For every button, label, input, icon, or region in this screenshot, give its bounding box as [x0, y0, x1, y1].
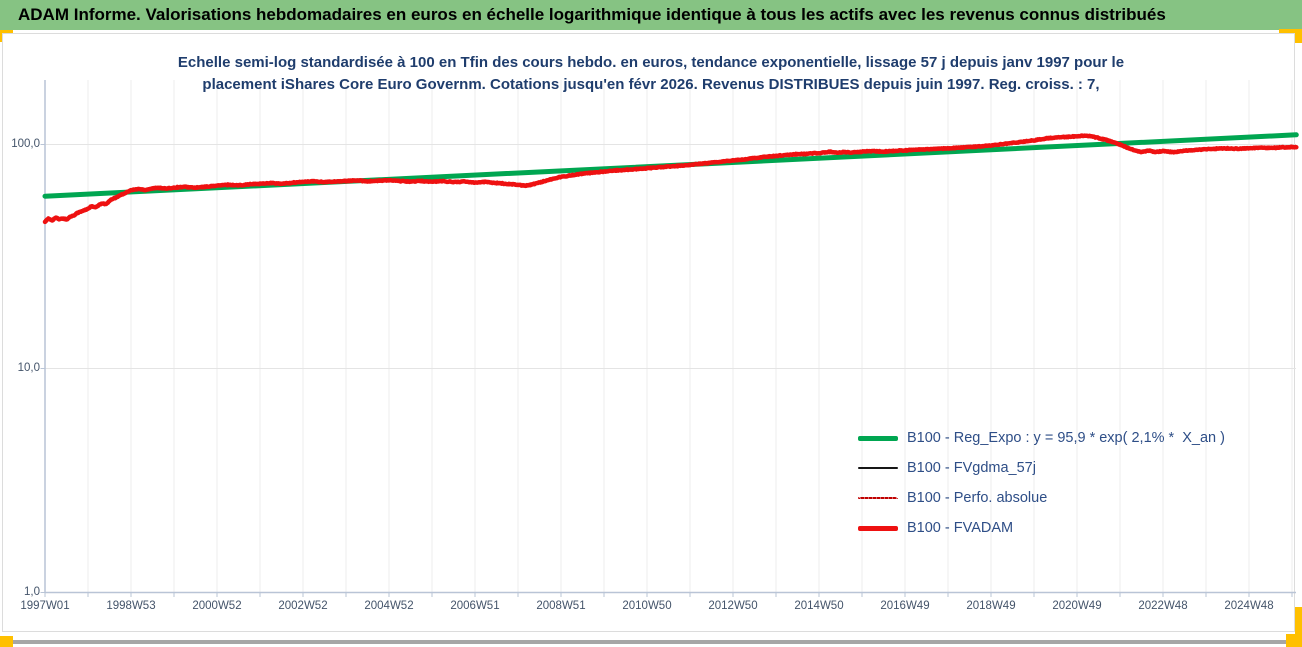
x-tick-label: 2014W50 — [794, 600, 844, 612]
x-tick-label: 2020W49 — [1052, 600, 1102, 612]
x-tick-label: 2000W52 — [192, 600, 242, 612]
y-tick-label: 100,0 — [11, 137, 40, 150]
y-tick-label: 1,0 — [24, 585, 40, 598]
x-tick-label: 1997W01 — [20, 600, 70, 612]
x-tick-label: 2022W48 — [1138, 600, 1188, 612]
x-tick-label: 2018W49 — [966, 600, 1016, 612]
report-title: ADAM Informe. Valorisations hebdomadaire… — [18, 5, 1166, 24]
legend-line-swatch — [858, 435, 898, 441]
x-tick-label: 2016W49 — [880, 600, 930, 612]
legend-line-swatch — [858, 525, 898, 531]
legend-item-label: B100 - Perfo. absolue — [907, 490, 1048, 506]
chart-title: Echelle semi-log standardisée à 100 en T… — [0, 52, 1302, 96]
chart-legend: B100 - Reg_Expo : y = 95,9 * exp( 2,1% *… — [858, 423, 1225, 543]
report-header: ADAM Informe. Valorisations hebdomadaire… — [0, 0, 1302, 30]
legend-item-label: B100 - FVADAM — [907, 520, 1014, 536]
series-fvadam-line — [42, 133, 1299, 225]
series-fvgdma57j-line — [44, 134, 1298, 222]
accent-square-bottom-left — [0, 636, 13, 647]
x-tick-label: 2024W48 — [1224, 600, 1274, 612]
x-tick-label: 2008W51 — [536, 600, 586, 612]
chart-title-line1: Echelle semi-log standardisée à 100 en T… — [177, 54, 1125, 71]
bottom-divider-bar — [0, 640, 1302, 644]
series-perfo-absolue-line — [44, 135, 1298, 221]
x-tick-label: 2002W52 — [278, 600, 328, 612]
legend-item[interactable]: B100 - Reg_Expo : y = 95,9 * exp( 2,1% *… — [858, 423, 1225, 453]
legend-item-label: B100 - Reg_Expo : y = 95,9 * exp( 2,1% *… — [907, 430, 1225, 446]
legend-item[interactable]: B100 - FVgdma_57j — [858, 453, 1225, 483]
legend-line-swatch — [858, 467, 898, 469]
legend-item[interactable]: B100 - Perfo. absolue — [858, 483, 1225, 513]
x-tick-label: 2012W50 — [708, 600, 758, 612]
axes — [40, 80, 1296, 597]
x-tick-label: 2004W52 — [364, 600, 414, 612]
legend-line-swatch — [858, 497, 898, 499]
legend-item[interactable]: B100 - FVADAM — [858, 513, 1225, 543]
chart-title-line2: placement iShares Core Euro Governm. Cot… — [202, 76, 1100, 93]
x-tick-label: 2006W51 — [450, 600, 500, 612]
accent-strip-bottom-right — [1295, 607, 1302, 647]
accent-square-bottom-right — [1286, 634, 1302, 647]
x-tick-label: 2010W50 — [622, 600, 672, 612]
legend-item-label: B100 - FVgdma_57j — [907, 460, 1036, 476]
x-tick-label: 1998W53 — [106, 600, 156, 612]
y-tick-label: 10,0 — [17, 361, 40, 374]
